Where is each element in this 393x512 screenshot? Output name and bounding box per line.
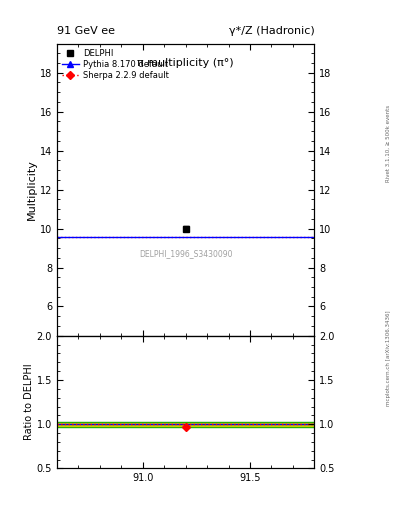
Text: Rivet 3.1.10, ≥ 500k events: Rivet 3.1.10, ≥ 500k events <box>386 105 391 182</box>
Text: mcplots.cern.ch [arXiv:1306.3436]: mcplots.cern.ch [arXiv:1306.3436] <box>386 311 391 406</box>
Y-axis label: Ratio to DELPHI: Ratio to DELPHI <box>24 364 34 440</box>
Text: DELPHI_1996_S3430090: DELPHI_1996_S3430090 <box>139 249 232 259</box>
Text: π multiplicity (π°): π multiplicity (π°) <box>138 58 234 68</box>
Text: 91 GeV ee: 91 GeV ee <box>57 26 115 36</box>
Text: γ*/Z (Hadronic): γ*/Z (Hadronic) <box>229 26 314 36</box>
Bar <box>57 423 314 425</box>
Legend: DELPHI, Pythia 8.170 default, Sherpa 2.2.9 default: DELPHI, Pythia 8.170 default, Sherpa 2.2… <box>59 46 171 82</box>
Y-axis label: Multiplicity: Multiplicity <box>27 159 37 220</box>
Bar <box>57 421 314 427</box>
